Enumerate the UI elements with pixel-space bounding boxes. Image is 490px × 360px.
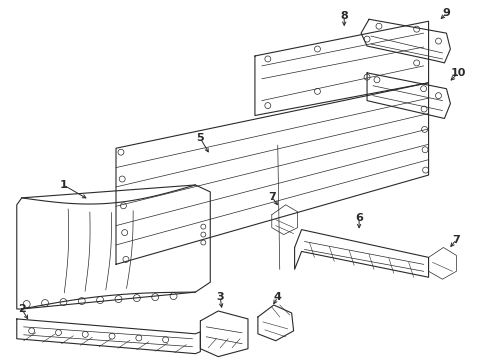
Text: 5: 5: [196, 133, 204, 143]
Text: 2: 2: [18, 304, 25, 314]
Text: 10: 10: [451, 68, 466, 78]
Text: 9: 9: [442, 8, 450, 18]
Text: 3: 3: [217, 292, 224, 302]
Text: 7: 7: [452, 234, 460, 244]
Text: 8: 8: [341, 11, 348, 21]
Text: 7: 7: [268, 192, 276, 202]
Text: 1: 1: [60, 180, 67, 190]
Text: 6: 6: [355, 213, 363, 223]
Text: 4: 4: [274, 292, 282, 302]
